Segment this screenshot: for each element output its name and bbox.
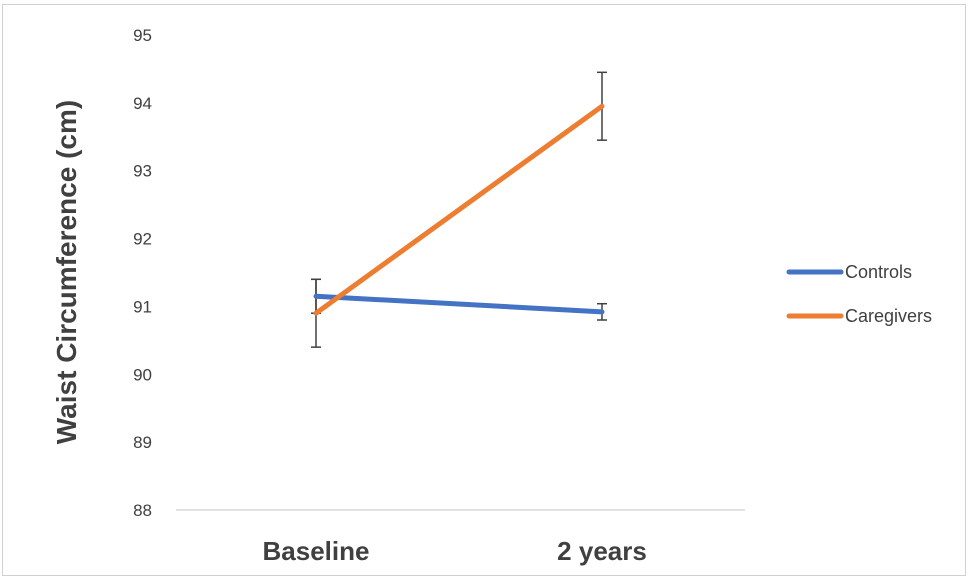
legend-label: Controls bbox=[845, 262, 912, 282]
y-axis-label: Waist Circumference (cm) bbox=[51, 100, 82, 444]
y-tick-label: 89 bbox=[133, 433, 152, 452]
legend-label: Caregivers bbox=[845, 306, 932, 326]
y-tick-label: 88 bbox=[133, 501, 152, 520]
legend-item-caregivers: Caregivers bbox=[786, 306, 932, 326]
series-lines bbox=[313, 103, 605, 316]
x-tick-label: 2 years bbox=[557, 536, 647, 566]
y-tick-label: 93 bbox=[133, 162, 152, 181]
x-tick-label: Baseline bbox=[263, 536, 370, 566]
y-tick-label: 95 bbox=[133, 26, 152, 45]
legend-item-controls: Controls bbox=[786, 262, 912, 282]
y-tick-label: 91 bbox=[133, 297, 152, 316]
series-line-controls bbox=[313, 293, 605, 315]
y-tick-label: 92 bbox=[133, 230, 152, 249]
legend: Controls Caregivers bbox=[786, 262, 932, 326]
axes: 88 89 90 91 92 93 94 95 Baseline 2 years bbox=[133, 26, 745, 566]
chart-frame bbox=[2, 4, 966, 576]
y-tick-label: 90 bbox=[133, 365, 152, 384]
y-tick-label: 94 bbox=[133, 94, 152, 113]
series-line-caregivers bbox=[313, 103, 605, 316]
